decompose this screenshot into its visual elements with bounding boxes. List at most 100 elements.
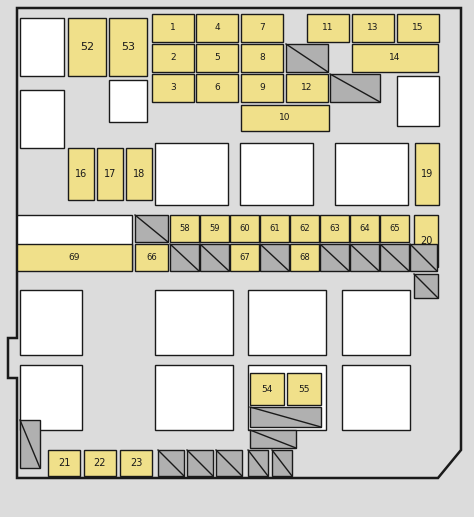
Text: 4: 4 [214, 23, 220, 33]
Bar [68, 148, 94, 200]
Bar [230, 215, 259, 242]
Bar [397, 14, 439, 42]
Bar [135, 244, 168, 271]
Bar [320, 215, 349, 242]
Bar [196, 14, 238, 42]
Bar [335, 143, 408, 205]
Text: 65: 65 [389, 224, 400, 233]
Bar [216, 450, 242, 476]
Text: 62: 62 [299, 224, 310, 233]
Bar [84, 450, 116, 476]
Bar [241, 74, 283, 102]
Bar [307, 14, 349, 42]
Bar [170, 244, 199, 271]
Text: 52: 52 [80, 42, 94, 52]
Polygon shape [8, 8, 461, 478]
Bar [187, 450, 213, 476]
Text: 55: 55 [298, 385, 310, 393]
Bar [248, 290, 326, 355]
Text: 53: 53 [121, 42, 135, 52]
Bar [260, 215, 289, 242]
Bar [287, 373, 321, 405]
Bar [152, 14, 194, 42]
Bar [135, 215, 168, 242]
Bar [20, 290, 82, 355]
Bar [120, 450, 152, 476]
Text: 5: 5 [214, 53, 220, 63]
Bar [342, 290, 410, 355]
Bar [415, 143, 439, 205]
Bar [170, 215, 199, 242]
Text: 63: 63 [329, 224, 340, 233]
Bar [20, 365, 82, 430]
Text: 66: 66 [146, 253, 157, 262]
Bar [350, 215, 379, 242]
Bar [48, 450, 80, 476]
Text: 10: 10 [279, 114, 291, 123]
Text: 20: 20 [420, 236, 432, 246]
Text: 12: 12 [301, 84, 313, 93]
Text: 9: 9 [259, 84, 265, 93]
Bar [286, 44, 328, 72]
Bar [410, 244, 437, 271]
Text: 64: 64 [359, 224, 370, 233]
Text: 21: 21 [58, 458, 70, 468]
Text: 13: 13 [367, 23, 379, 33]
Bar [158, 450, 184, 476]
Bar [330, 74, 380, 102]
Bar [240, 143, 313, 205]
Bar [97, 148, 123, 200]
Bar [152, 44, 194, 72]
Bar [155, 365, 233, 430]
Bar [260, 244, 289, 271]
Bar [68, 18, 106, 76]
Text: 69: 69 [69, 253, 80, 262]
Text: 59: 59 [209, 224, 220, 233]
Bar [380, 215, 409, 242]
Bar [109, 80, 147, 122]
Text: 8: 8 [259, 53, 265, 63]
Text: 23: 23 [130, 458, 142, 468]
Bar [290, 244, 319, 271]
Bar [230, 244, 259, 271]
Text: 61: 61 [269, 224, 280, 233]
Bar [155, 143, 228, 205]
Bar [248, 365, 326, 430]
Bar [200, 244, 229, 271]
Bar [414, 274, 438, 298]
Text: 18: 18 [133, 169, 145, 179]
Bar [196, 74, 238, 102]
Text: 58: 58 [179, 224, 190, 233]
Text: 7: 7 [259, 23, 265, 33]
Text: 16: 16 [75, 169, 87, 179]
Text: 67: 67 [239, 253, 250, 262]
Bar [241, 105, 329, 131]
Bar [126, 148, 152, 200]
Bar [152, 74, 194, 102]
Bar [241, 44, 283, 72]
Bar [350, 244, 379, 271]
Text: 11: 11 [322, 23, 334, 33]
Text: 54: 54 [261, 385, 273, 393]
Bar [250, 430, 296, 448]
Text: 68: 68 [299, 253, 310, 262]
Bar [155, 290, 233, 355]
Bar [241, 14, 283, 42]
Bar [290, 215, 319, 242]
Bar [250, 407, 321, 427]
Bar [17, 215, 132, 270]
Text: 60: 60 [239, 224, 250, 233]
Bar [20, 90, 64, 148]
Text: 14: 14 [389, 53, 401, 63]
Text: 2: 2 [170, 53, 176, 63]
Bar [414, 215, 438, 267]
Bar [352, 14, 394, 42]
Text: 17: 17 [104, 169, 116, 179]
Text: 3: 3 [170, 84, 176, 93]
Text: 1: 1 [170, 23, 176, 33]
Bar [17, 244, 132, 271]
Bar [20, 18, 64, 76]
Text: 19: 19 [421, 169, 433, 179]
Bar [200, 215, 229, 242]
Bar [196, 44, 238, 72]
